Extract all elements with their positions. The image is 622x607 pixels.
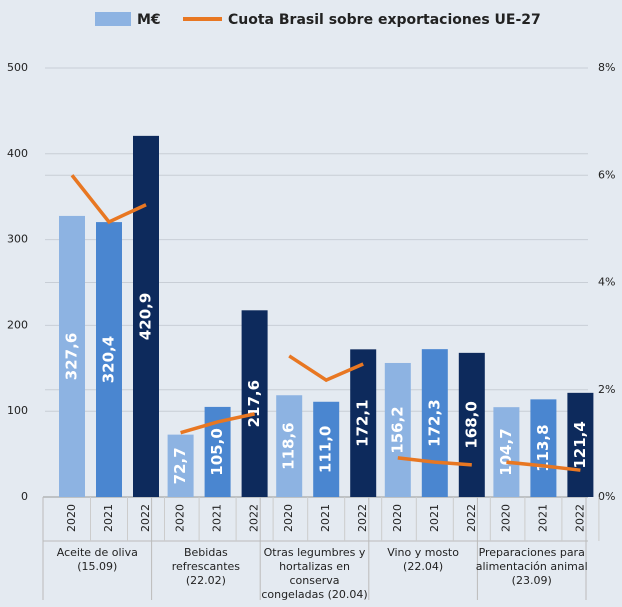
- group-label: Aceite de oliva: [57, 546, 138, 559]
- value-label: 72,7: [171, 447, 189, 484]
- y-tick-label: 0: [21, 490, 28, 503]
- value-label: 327,6: [63, 333, 81, 380]
- group-label: (22.02): [186, 574, 226, 587]
- y-tick-label: 200: [7, 318, 28, 331]
- x-tick-label: 2020: [499, 504, 512, 532]
- line: [70, 174, 147, 225]
- bar: [384, 362, 411, 497]
- value-label: 172,1: [354, 399, 372, 446]
- x-tick-label: 2022: [465, 504, 478, 532]
- group-label: congeladas (20.04): [261, 588, 367, 601]
- x-tick-label: 2021: [428, 504, 441, 532]
- value-label: 113,8: [534, 424, 552, 471]
- bar: [133, 135, 159, 497]
- value-label: 118,6: [280, 422, 298, 469]
- bar: [567, 392, 594, 497]
- value-label: 104,7: [497, 428, 515, 475]
- group-label: hortalizas en: [279, 560, 350, 573]
- value-label: 320,4: [100, 336, 118, 383]
- x-tick-label: 2022: [573, 504, 586, 532]
- group-label: (23.09): [512, 574, 552, 587]
- value-label: 121,4: [571, 421, 589, 468]
- bar: [350, 349, 377, 497]
- legend-label: Cuota Brasil sobre exportaciones UE-27: [228, 12, 541, 28]
- bar: [167, 434, 194, 497]
- bar: [59, 215, 85, 498]
- value-label: 172,3: [425, 399, 443, 446]
- group-label: refrescantes: [172, 560, 241, 573]
- x-tick-label: 2022: [356, 504, 369, 532]
- y-tick-label: 400: [7, 147, 28, 160]
- line: [506, 460, 581, 472]
- x-tick-label: 2020: [391, 504, 404, 532]
- x-tick-label: 2022: [139, 504, 152, 532]
- value-label: 420,9: [137, 293, 155, 340]
- x-tick-label: 2021: [536, 504, 549, 532]
- line: [397, 456, 472, 467]
- x-tick-label: 2020: [174, 504, 187, 532]
- group-label: (22.04): [403, 560, 443, 573]
- value-label: 111,0: [317, 426, 335, 473]
- bar: [493, 407, 520, 497]
- y-tick-label: 100: [7, 404, 28, 417]
- group-label: Preparaciones para: [479, 546, 585, 559]
- group-label: Otras legumbres y: [264, 546, 366, 559]
- value-label: 105,0: [208, 428, 226, 475]
- y2-tick-label: 4%: [598, 276, 615, 289]
- x-tick-label: 2022: [248, 504, 261, 532]
- y2-tick-label: 2%: [598, 383, 615, 396]
- y-tick-label: 500: [7, 61, 28, 74]
- y2-tick-label: 6%: [598, 168, 615, 181]
- value-label: 168,0: [462, 401, 480, 448]
- group-label: (15.09): [77, 560, 117, 573]
- bar: [421, 349, 448, 497]
- x-tick-label: 2021: [319, 504, 332, 532]
- line: [180, 412, 255, 435]
- group-label: Vino y mosto: [387, 546, 459, 559]
- legend-label: M€: [137, 12, 161, 28]
- bar: [313, 401, 340, 497]
- x-tick-label: 2021: [211, 504, 224, 532]
- bar: [241, 310, 268, 497]
- x-tick-label: 2020: [282, 504, 295, 532]
- value-label: 217,6: [245, 380, 263, 427]
- x-tick-label: 2020: [65, 504, 78, 532]
- value-label: 156,2: [388, 406, 406, 453]
- bar: [276, 395, 303, 497]
- line: [288, 354, 364, 383]
- group-label: alimentación animal: [476, 560, 588, 573]
- y2-tick-label: 0%: [598, 490, 615, 503]
- bar: [96, 222, 122, 497]
- group-label: conserva: [289, 574, 339, 587]
- legend-swatch: [95, 12, 131, 26]
- x-tick-label: 2021: [102, 504, 115, 532]
- y2-tick-label: 8%: [598, 61, 615, 74]
- group-label: Bebidas: [184, 546, 228, 559]
- bar: [530, 399, 557, 497]
- bar: [458, 352, 485, 497]
- y-tick-label: 300: [7, 233, 28, 246]
